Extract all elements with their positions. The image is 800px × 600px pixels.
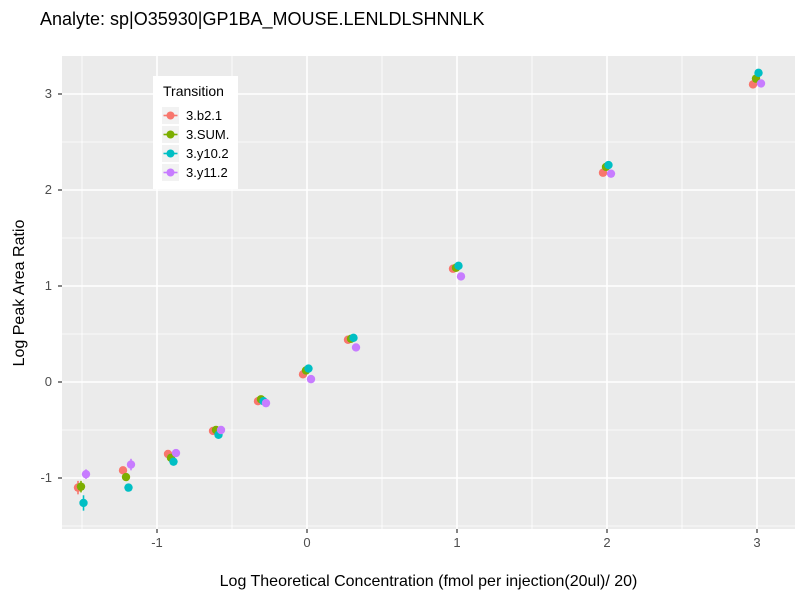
data-point xyxy=(304,364,313,373)
x-tick-label: 2 xyxy=(603,535,611,550)
x-tick-label: -1 xyxy=(151,535,163,550)
x-tick-label: 3 xyxy=(753,535,761,550)
data-point xyxy=(606,169,616,178)
data-point xyxy=(454,261,463,271)
data-point xyxy=(118,466,128,475)
data-point xyxy=(121,472,131,482)
legend-items: 3.b2.1 3.SUM. 3.y10.2 3.y11.2 xyxy=(162,106,229,181)
data-point xyxy=(81,469,91,479)
data-point xyxy=(756,79,766,88)
data-point xyxy=(124,483,133,492)
legend-item: 3.b2.1 xyxy=(162,106,229,124)
plot-title: Analyte: sp|O35930|GP1BA_MOUSE.LENLDLSHN… xyxy=(40,9,485,29)
data-point xyxy=(79,498,88,508)
legend-item: 3.SUM. xyxy=(162,125,229,143)
y-tick-label: 2 xyxy=(44,182,52,197)
legend: Transition 3.b2.1 3.SUM. 3.y10.2 3.y11.2 xyxy=(153,76,239,189)
legend-item-label: 3.y11.2 xyxy=(186,164,228,180)
y-tick-label: 3 xyxy=(44,86,52,101)
x-axis-title: Log Theoretical Concentration (fmol per … xyxy=(219,573,638,590)
y-tick-label: -1 xyxy=(40,470,52,485)
y-tick-label: 0 xyxy=(44,374,52,389)
data-point xyxy=(76,482,86,491)
legend-key-pointrange-icon xyxy=(162,106,179,124)
legend-title: Transition xyxy=(163,83,224,99)
data-point xyxy=(754,68,763,78)
data-point xyxy=(351,343,361,352)
data-point xyxy=(306,374,316,384)
legend-key-pointrange-icon xyxy=(162,163,179,181)
data-point xyxy=(126,460,136,469)
data-point xyxy=(456,272,466,281)
legend-item-label: 3.b2.1 xyxy=(186,107,223,123)
x-tick-label: 0 xyxy=(303,535,311,550)
x-tick-label: 1 xyxy=(453,535,461,550)
legend-item: 3.y11.2 xyxy=(162,163,229,181)
legend-key-pointrange-icon xyxy=(162,144,179,162)
data-point xyxy=(261,398,271,408)
data-point xyxy=(604,160,613,170)
data-point xyxy=(169,457,178,466)
legend-item: 3.y10.2 xyxy=(162,144,229,162)
data-point xyxy=(349,333,358,343)
legend-key-pointrange-icon xyxy=(162,125,179,143)
data-point xyxy=(216,425,226,435)
legend-item-label: 3.y10.2 xyxy=(186,145,229,161)
legend-item-label: 3.SUM. xyxy=(186,126,230,142)
y-tick-label: 1 xyxy=(44,278,52,293)
data-point xyxy=(171,448,181,458)
